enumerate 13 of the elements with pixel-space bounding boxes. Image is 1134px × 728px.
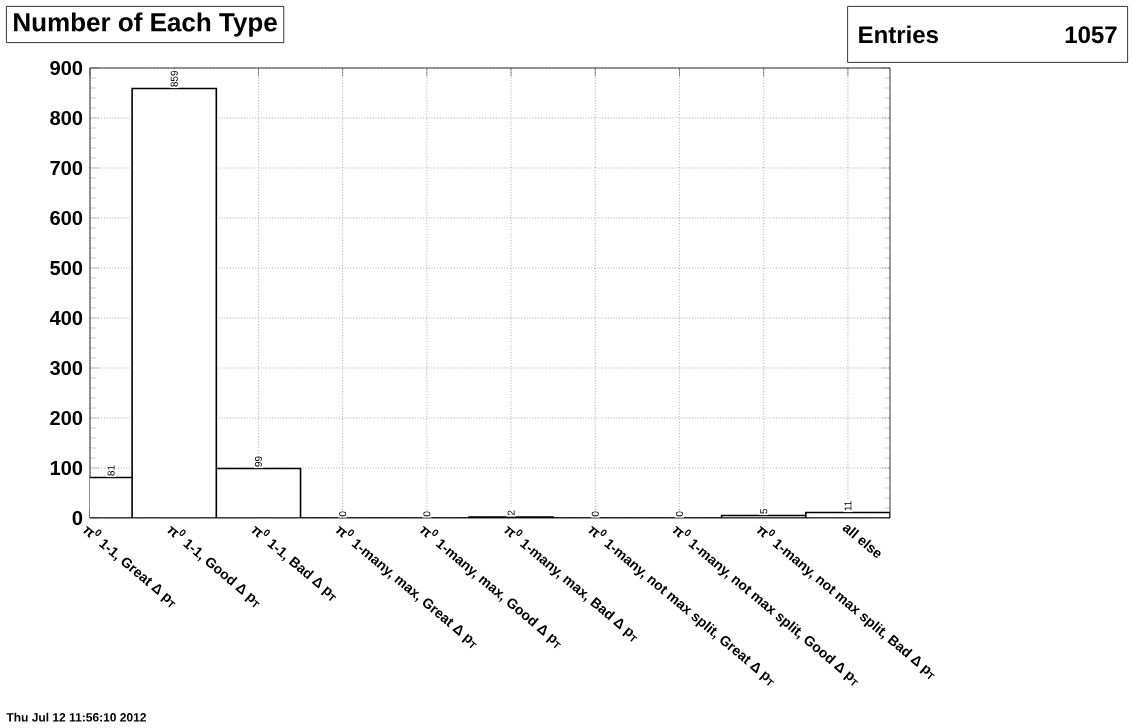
y-tick-label: 200 [50,410,83,426]
y-tick-label: 500 [50,260,83,276]
text: 1057 [1065,26,1117,44]
y-tick-label: 400 [49,310,83,326]
y-tick-label: 600 [50,210,83,226]
text: Entries [859,25,938,44]
y-tick-label: 100 [50,460,83,476]
y-tick-label: 900 [50,60,83,76]
y-tick-label: 300 [50,360,83,376]
y-tick-label: 800 [50,110,83,126]
y-tick-label: 0 [72,510,83,526]
chart-title: Number of Each Type [14,12,277,37]
y-tick-label: 700 [50,160,83,176]
